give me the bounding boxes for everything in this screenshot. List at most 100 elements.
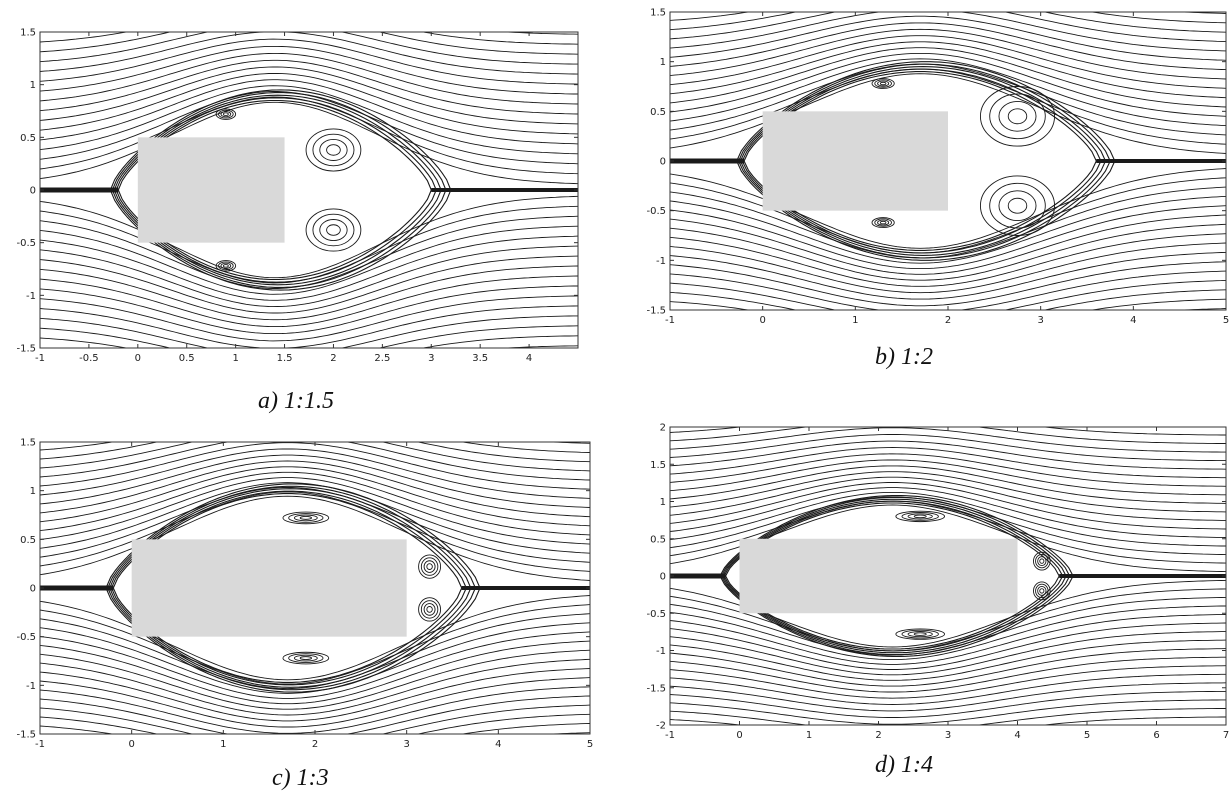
x-tick-label: 0 xyxy=(135,353,141,364)
x-tick-label: 2 xyxy=(945,315,951,326)
streamline xyxy=(670,63,1226,136)
x-tick-label: 1 xyxy=(220,739,226,750)
streamline xyxy=(40,205,578,284)
vortex-contour xyxy=(979,175,1056,236)
streamline xyxy=(40,66,578,125)
x-tick-label: -1 xyxy=(665,730,675,741)
x-tick-label: 5 xyxy=(1223,315,1229,326)
streamline xyxy=(670,648,1226,687)
streamline xyxy=(40,631,590,699)
streamline xyxy=(40,613,590,690)
streamline xyxy=(670,622,1226,670)
y-tick-label: -1 xyxy=(656,646,666,657)
cylinder-body xyxy=(762,111,948,211)
streamline xyxy=(40,356,578,388)
streamline xyxy=(670,47,1226,108)
streamline xyxy=(670,682,1226,712)
streamline xyxy=(670,251,1226,300)
vortex-contour xyxy=(319,219,348,242)
streamline xyxy=(40,640,590,705)
vortex-contour xyxy=(871,217,895,229)
vortex-contour xyxy=(871,78,895,89)
y-tick-label: -0.5 xyxy=(646,609,666,620)
vortex-contour xyxy=(215,108,237,120)
streamline xyxy=(670,261,1226,307)
separation-streamline xyxy=(743,160,1097,251)
vortex-contour xyxy=(989,93,1046,140)
separation-streamline xyxy=(725,575,1060,650)
vortex-contour xyxy=(1039,588,1045,594)
separation-streamline xyxy=(719,494,1074,577)
separation-streamline xyxy=(723,500,1064,577)
x-tick-label: 3 xyxy=(1037,315,1043,326)
vortex-contour xyxy=(418,597,442,622)
streamline xyxy=(40,442,590,481)
vortex-contour xyxy=(299,516,313,520)
y-tick-label: 0 xyxy=(660,572,666,583)
streamline xyxy=(40,713,590,734)
separation-streamline xyxy=(722,575,1067,654)
separation-streamline xyxy=(105,483,481,589)
y-tick-label: 0.5 xyxy=(650,534,666,545)
vortex-contour xyxy=(901,512,939,521)
vortex-contour xyxy=(1035,583,1049,599)
vortex-contour xyxy=(913,514,927,519)
y-tick-label: -1.5 xyxy=(16,730,36,741)
x-tick-label: 4 xyxy=(1014,730,1020,741)
y-tick-label: 1 xyxy=(30,486,36,497)
streamline xyxy=(670,298,1226,310)
separation-streamline xyxy=(736,61,1116,162)
vortex-contour xyxy=(907,631,933,638)
streamline xyxy=(670,58,1226,127)
streamline xyxy=(40,85,578,155)
vortex-contour xyxy=(874,79,892,88)
y-tick-label: 1 xyxy=(660,497,666,508)
streamline xyxy=(670,631,1226,676)
vortex-contour xyxy=(423,560,436,573)
streamline xyxy=(670,41,1226,99)
y-tick-label: 1.5 xyxy=(20,438,36,449)
panel-a: -1 -0.5 0 0.5 1 1.5 2 2.5 3 3.5 4 -1.5 -1 -0.5 0 0.5 1 1.… xyxy=(0,28,590,370)
x-tick-label: 4 xyxy=(1130,315,1136,326)
vortex-contour xyxy=(220,111,232,118)
streamline xyxy=(40,195,578,279)
streamline xyxy=(40,235,578,301)
streamline xyxy=(40,52,578,105)
streamline xyxy=(670,15,1226,61)
x-tick-label: 3 xyxy=(428,353,434,364)
streamline xyxy=(40,96,578,175)
separation-streamline xyxy=(109,189,452,291)
panel-b: -1 0 1 2 3 4 5 -1.5 -1 -0.5 0 0.5 1 1.5 xyxy=(620,8,1229,330)
streamline xyxy=(670,233,1226,287)
y-tick-label: 0.5 xyxy=(20,535,36,546)
y-tick-label: -0.5 xyxy=(16,238,36,249)
streamline xyxy=(670,471,1226,513)
streamline xyxy=(40,704,590,734)
separation-streamline xyxy=(743,71,1097,162)
streamline xyxy=(40,72,578,135)
streamline xyxy=(40,45,578,95)
streamline xyxy=(40,265,578,321)
streamline xyxy=(670,35,1226,89)
x-tick-label: -1 xyxy=(35,739,45,750)
caption-c: c) 1:3 xyxy=(272,765,329,791)
y-tick-label: -1.5 xyxy=(646,683,666,694)
separation-streamline xyxy=(720,575,1071,656)
streamline xyxy=(670,427,1226,436)
separation-streamline xyxy=(739,160,1106,256)
vortex-contour xyxy=(1039,558,1045,564)
streamline xyxy=(670,214,1226,275)
streamline xyxy=(670,716,1226,725)
x-tick-label: 1.5 xyxy=(277,353,293,364)
x-tick-label: 4 xyxy=(526,353,532,364)
streamline xyxy=(670,708,1226,725)
vortex-contour xyxy=(895,510,945,523)
streamlines-group xyxy=(40,32,578,388)
streamline xyxy=(40,32,578,35)
vortex-contour xyxy=(879,81,887,86)
y-tick-label: -1.5 xyxy=(646,306,666,317)
x-tick-label: 2.5 xyxy=(374,353,390,364)
streamline xyxy=(40,658,590,716)
x-tick-label: -1 xyxy=(35,353,45,364)
separation-streamline xyxy=(112,587,463,683)
